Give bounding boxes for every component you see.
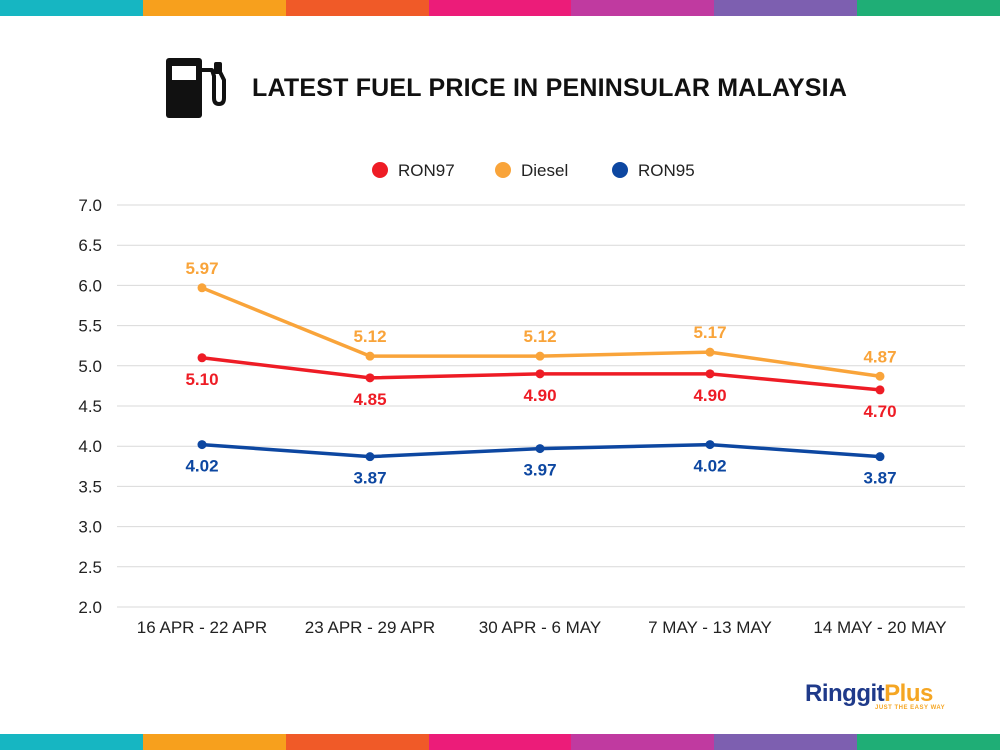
y-tick-label: 5.0 [78,357,102,376]
x-tick-label: 7 MAY - 13 MAY [648,618,772,637]
data-point [875,371,885,381]
stripe-segment [0,734,143,750]
data-point [535,369,545,379]
stripe-segment [571,734,715,750]
data-label: 4.70 [863,402,896,421]
data-point [875,452,885,462]
x-tick-label: 14 MAY - 20 MAY [813,618,946,637]
stripe-segment [714,0,858,16]
data-point [705,440,715,450]
data-label: 3.97 [523,461,556,480]
page-title: LATEST FUEL PRICE IN PENINSULAR MALAYSIA [252,74,848,102]
top-color-stripe [0,0,1000,16]
chart-header: LATEST FUEL PRICE IN PENINSULAR MALAYSIA [0,50,1000,130]
y-tick-label: 4.0 [78,437,102,456]
data-point [365,373,375,383]
x-tick-label: 23 APR - 29 APR [305,618,435,637]
y-tick-label: 6.0 [78,276,102,295]
y-tick-label: 2.5 [78,558,102,577]
y-tick-label: 2.0 [78,598,102,617]
bottom-color-stripe [0,734,1000,750]
data-point [365,452,375,462]
data-label: 3.87 [863,469,896,488]
x-tick-label: 30 APR - 6 MAY [479,618,602,637]
data-point [197,440,207,450]
data-label: 3.87 [353,469,386,488]
legend-label: Diesel [521,161,568,180]
y-tick-label: 6.5 [78,236,102,255]
stripe-segment [428,0,572,16]
data-label: 5.10 [185,370,218,389]
data-point [535,444,545,454]
data-point [197,283,207,293]
y-tick-label: 3.5 [78,477,102,496]
data-label: 4.87 [863,347,896,366]
data-label: 5.97 [185,259,218,278]
fuel-pump-icon [166,58,226,118]
stripe-segment [857,0,1000,16]
stripe-segment [142,0,286,16]
stripe-segment [0,0,143,16]
data-label: 5.12 [523,327,556,346]
data-point [705,347,715,357]
stripe-segment [571,0,715,16]
stripe-segment [857,734,1000,750]
legend-marker [612,162,628,178]
y-tick-label: 3.0 [78,518,102,537]
stripe-segment [285,734,429,750]
stripe-segment [285,0,429,16]
legend-label: RON97 [398,161,455,180]
data-label: 4.02 [693,457,726,476]
data-point [365,351,375,361]
y-tick-label: 7.0 [78,196,102,215]
legend-label: RON95 [638,161,695,180]
data-label: 4.90 [523,386,556,405]
y-tick-label: 5.5 [78,317,102,336]
data-point [705,369,715,379]
stripe-segment [142,734,286,750]
data-label: 5.12 [353,327,386,346]
data-label: 4.90 [693,386,726,405]
data-point [197,353,207,363]
data-label: 4.02 [185,457,218,476]
data-label: 5.17 [693,323,726,342]
stripe-segment [428,734,572,750]
data-label: 4.85 [353,390,386,409]
data-point [875,385,885,395]
brand-tagline: JUST THE EASY WAY [875,705,946,711]
data-point [535,351,545,361]
x-tick-label: 16 APR - 22 APR [137,618,267,637]
stripe-segment [714,734,858,750]
brand-logo: RinggitPlus JUST THE EASY WAY [805,680,965,720]
legend-marker [372,162,388,178]
legend-marker [495,162,511,178]
y-tick-label: 4.5 [78,397,102,416]
brand-name: RinggitPlus [805,680,933,707]
